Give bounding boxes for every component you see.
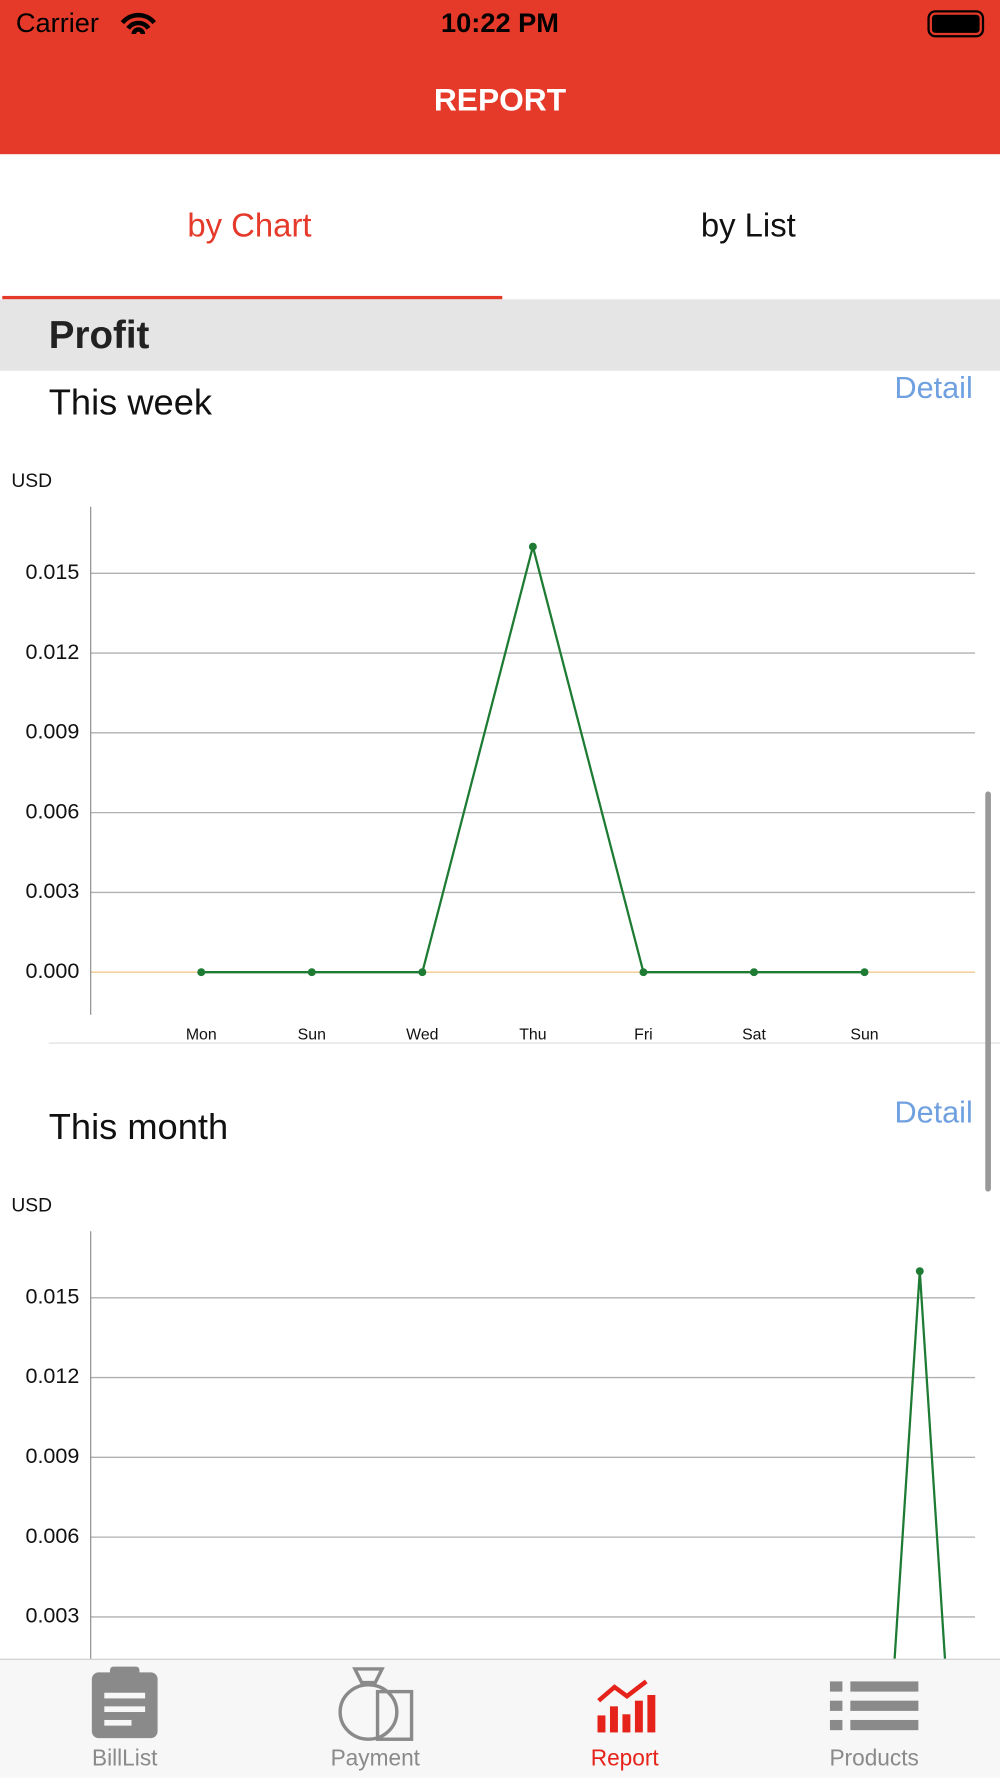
data-point — [639, 968, 648, 977]
tab-bar — [0, 1658, 1000, 1778]
tab-list[interactable]: by List — [701, 207, 796, 244]
data-point — [528, 542, 537, 551]
charts: This week Detail USD 0.000 0.003 0.006 0.009 0.… — [11, 371, 976, 1740]
y-tick-label: 0.009 — [25, 720, 79, 744]
data-point — [915, 1267, 924, 1276]
section-header — [0, 299, 1000, 371]
tab-products[interactable]: Products — [829, 1745, 918, 1771]
y-tick-label: 0.009 — [25, 1444, 79, 1468]
y-tick-label: 0.003 — [25, 879, 79, 903]
chart-title: This month — [49, 1106, 228, 1147]
payment-icon — [338, 1667, 414, 1741]
y-axis-label: USD — [11, 471, 52, 492]
y-tick-label: 0.003 — [25, 1604, 79, 1628]
x-tick-label: Mon — [186, 1026, 217, 1043]
x-tick-label: Fri — [634, 1026, 653, 1043]
x-tick-label: Sat — [742, 1026, 766, 1043]
report-icon — [597, 1679, 656, 1733]
detail-link: Detail — [895, 371, 973, 405]
detail-link: Detail — [895, 1096, 973, 1130]
tab-report[interactable]: Report — [591, 1745, 660, 1771]
y-tick-label: 0.012 — [25, 1364, 79, 1388]
scrollbar — [985, 791, 991, 1192]
y-tick-label: 0.012 — [25, 640, 79, 664]
y-axis-label: USD — [11, 1195, 52, 1216]
billlist-icon — [91, 1666, 158, 1739]
tab-indicator — [2, 295, 503, 300]
x-tick-label: Thu — [519, 1026, 546, 1043]
x-tick-label: Wed — [406, 1026, 438, 1043]
series-line — [118, 1271, 949, 1698]
tab-billlist[interactable]: BillList — [92, 1745, 158, 1771]
tab-payment[interactable]: Payment — [331, 1745, 421, 1771]
nav-title: REPORT — [434, 81, 567, 117]
data-point — [307, 968, 316, 977]
y-tick-label: 0.015 — [25, 1284, 79, 1308]
x-tick-label: Sun — [298, 1026, 326, 1043]
section-title: Profit — [49, 314, 150, 357]
data-point — [860, 968, 869, 977]
products-icon — [829, 1681, 919, 1731]
data-point — [197, 968, 206, 977]
tab-chart[interactable]: by Chart — [187, 207, 311, 244]
chart-title: This week — [49, 381, 213, 422]
y-tick-label: 0.000 — [25, 959, 79, 983]
wifi-icon — [120, 12, 156, 35]
x-tick-label: Sun — [850, 1026, 878, 1043]
y-tick-label: 0.015 — [25, 560, 79, 584]
y-tick-label: 0.006 — [25, 1524, 79, 1548]
series-line — [201, 542, 865, 974]
header — [0, 0, 1000, 155]
battery-level — [931, 14, 980, 33]
data-point — [418, 968, 427, 977]
carrier: Carrier — [16, 7, 99, 38]
y-tick-label: 0.006 — [25, 799, 79, 823]
data-point — [750, 968, 758, 977]
battery — [927, 10, 985, 38]
clock: 10:22 PM — [441, 7, 559, 38]
